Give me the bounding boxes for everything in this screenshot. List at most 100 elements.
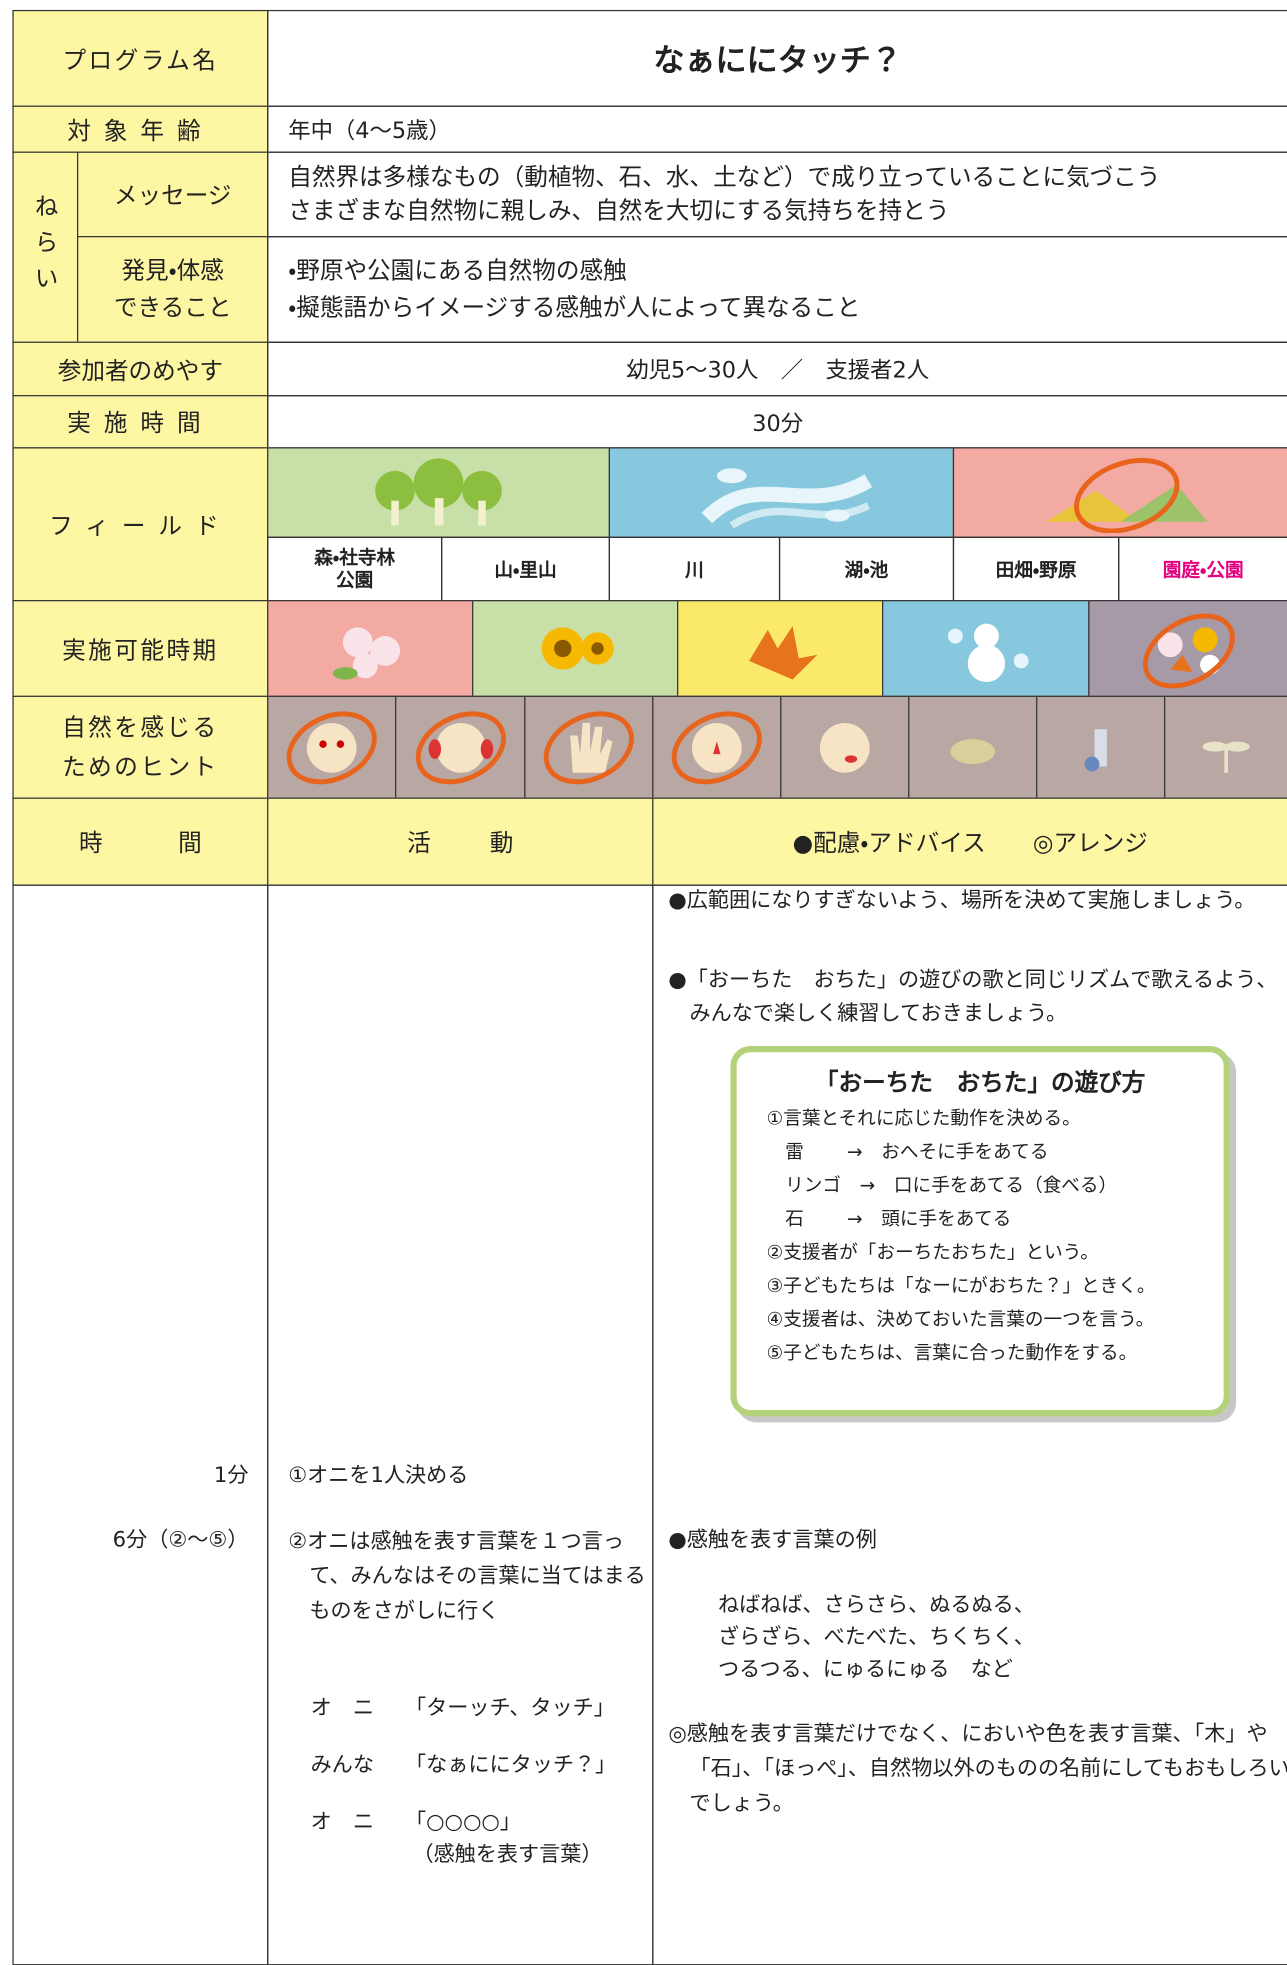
hints-label: 自然を感じる (62, 713, 219, 742)
rules-line: 石 → 頭に手をあてる (766, 1207, 1012, 1230)
label-cell: 実施可能時期 (12, 600, 269, 697)
hint-image (652, 695, 782, 799)
discovery-label: 発見・体感 (121, 257, 224, 285)
hints-label: ためのヒント (62, 753, 219, 781)
season-image (677, 600, 884, 697)
field-image (267, 447, 610, 538)
header-time: 時間 (79, 829, 278, 858)
discovery-label: できること (113, 294, 232, 322)
rules-line: ④支援者は、決めておいた言葉の一つを言う。 (766, 1308, 1155, 1331)
rules-line: ①言葉とそれに応じた動作を決める。 (766, 1106, 1081, 1130)
label-cell: ねらい (12, 151, 79, 343)
hint-image (780, 695, 910, 799)
message-line: 自然界は多様なもの（動植物、石、水、土など）で成り立っていることに気づこう (288, 163, 1161, 191)
activity-column (267, 884, 654, 1965)
rules-line: 雷 → おへそに手をあてる (766, 1140, 1049, 1163)
label-cell: 対象年齢 (12, 105, 269, 153)
field-option: 森・社寺林公園 (267, 536, 443, 602)
label-cell: フィールド (12, 447, 269, 602)
value-cell: ・野原や公園にある自然物の感触 ・擬態語からイメージする感触が人によって異なるこ… (267, 236, 1287, 343)
step-activity: ①オニを1人決める (288, 1463, 469, 1489)
speaker: オ ニ (310, 1810, 374, 1835)
dialogue-row: オ ニ 「ターッチ、タッチ」 (311, 1692, 615, 1726)
label-cell: 発見・体感 できること (77, 236, 269, 343)
taste-icon (819, 722, 870, 773)
creature-icon (950, 738, 996, 764)
tool-icon (1084, 728, 1107, 771)
message-label: メッセージ (113, 182, 232, 210)
example-title: ●感触を表す言葉の例 (668, 1528, 877, 1553)
participants-value: 幼児5〜30人 ／ 支援者2人 (626, 357, 930, 384)
touch-icon (543, 710, 634, 784)
program-title: なぁににタッチ？ (653, 42, 902, 79)
rules-title: 「おーちた おちた」の遊び方 (814, 1069, 1146, 1097)
dialogue-note: （感触を表す言葉） (412, 1842, 603, 1868)
field-option-label: 森・社寺林公園 (314, 546, 396, 592)
header-advice: ●配慮・アドバイス ◎アレンジ (792, 829, 1148, 858)
dialogue-line: 「ターッチ、タッチ」 (404, 1695, 615, 1721)
field-option: 園庭・公園 (1118, 536, 1287, 602)
field-label: フィールド (49, 512, 232, 540)
time-column (12, 884, 269, 1965)
field-option-label: 湖・池 (844, 558, 889, 581)
duration-label: 実施時間 (67, 409, 214, 438)
season-image (267, 600, 474, 697)
field-image (608, 447, 955, 538)
program-label: プログラム名 (62, 46, 219, 74)
label-cell: 自然を感じる ためのヒント (12, 695, 269, 799)
example-line: ねばねば、さらさら、ぬるぬる、 (718, 1592, 1035, 1618)
discovery-line: ・野原や公園にある自然物の感触 (288, 257, 627, 285)
value-cell: 幼児5〜30人 ／ 支援者2人 (267, 341, 1287, 397)
sprout-icon (1202, 741, 1250, 773)
rules-line: リンゴ → 口に手をあてる（食べる） (766, 1173, 1118, 1197)
label-cell: プログラム名 (12, 9, 269, 107)
dialogue-row: みんな 「なぁににタッチ？」 (311, 1749, 617, 1783)
field-option: 湖・池 (778, 536, 955, 602)
season-image (472, 600, 679, 697)
field-option: 川 (608, 536, 781, 602)
message-line: さまざまな自然物に親しみ、自然を大切にする気持ちを持とう (288, 196, 950, 225)
field-option: 山・里山 (441, 536, 610, 602)
advice-note: ●「おーちた おちた」の遊びの歌と同じリズムで歌えるよう、みんなで楽しく練習して… (668, 967, 1278, 1027)
season-image (882, 600, 1090, 697)
rules-line: ⑤子どもたちは、言葉に合った動作をする。 (766, 1341, 1138, 1365)
winter-icon (947, 623, 1029, 683)
river-icon (701, 467, 873, 529)
speaker: みんな (310, 1752, 374, 1778)
field-option: 田畑・野原 (952, 536, 1120, 602)
example-line: ざらざら、べたべた、ちくちく、 (718, 1624, 1035, 1650)
trees-icon (375, 457, 502, 525)
field-option-label: 山・里山 (494, 558, 557, 581)
hint-image (908, 695, 1038, 799)
step-time: 1分 (213, 1463, 249, 1489)
advice-note: ●広範囲になりすぎないよう、場所を決めて実施しましょう。 (668, 888, 1256, 914)
speaker: オ ニ (310, 1695, 374, 1721)
autumn-icon (749, 626, 818, 680)
value-cell: 30分 (267, 395, 1287, 449)
header-cell: 活動 (267, 797, 654, 886)
hint-image (1164, 695, 1287, 799)
title-cell: なぁににタッチ？ (267, 9, 1287, 107)
aims-label: ねらい (31, 193, 59, 302)
field-image (952, 447, 1287, 538)
hearing-icon (415, 710, 506, 784)
dialogue-line: 「○○○○」 (404, 1810, 521, 1835)
header-cell: 時間 (12, 797, 269, 886)
age-label: 対象年齢 (67, 117, 214, 145)
participants-label: 参加者のめやす (57, 357, 223, 385)
all-seasons-icon (1142, 613, 1235, 689)
field-option-label: 川 (685, 558, 704, 581)
season-label: 実施可能時期 (62, 636, 219, 665)
value-cell: 自然界は多様なもの（動植物、石、水、土など）で成り立っていることに気づこう さま… (267, 151, 1287, 238)
smell-icon (671, 710, 762, 784)
dialogue-row: オ ニ 「○○○○」 (311, 1806, 521, 1840)
rules-box: 「おーちた おちた」の遊び方 ①言葉とそれに応じた動作を決める。 雷 → おへそ… (730, 1046, 1230, 1417)
value-cell: 年中（4〜5歳） (267, 105, 1287, 153)
header-activity: 活動 (407, 829, 573, 858)
hint-image (1036, 695, 1166, 799)
example-line: つるつる、にゅるにゅる など (718, 1657, 1013, 1683)
step-activity: ②オニは感触を表す言葉を１つ言って、みんなはその言葉に当てはまるものをさがしに行… (288, 1529, 646, 1624)
sight-icon (286, 710, 377, 784)
